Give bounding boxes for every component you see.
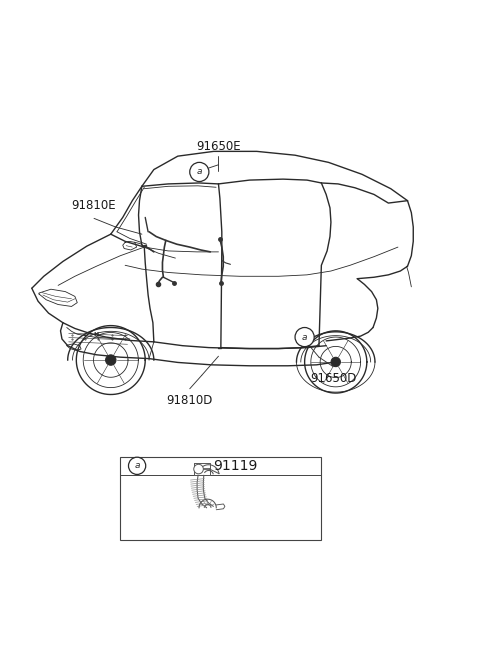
- Circle shape: [331, 357, 340, 367]
- Text: a: a: [302, 333, 307, 341]
- Bar: [120, 457, 322, 540]
- Text: 91650D: 91650D: [310, 371, 357, 384]
- Circle shape: [194, 464, 204, 474]
- Text: 91810E: 91810E: [72, 198, 116, 212]
- Text: a: a: [134, 461, 140, 470]
- Circle shape: [129, 457, 146, 474]
- Circle shape: [295, 328, 314, 346]
- Text: a: a: [197, 168, 202, 176]
- Circle shape: [190, 162, 209, 181]
- Text: H: H: [94, 332, 99, 337]
- Text: 91810D: 91810D: [167, 394, 213, 407]
- Text: 91650E: 91650E: [196, 140, 241, 153]
- Circle shape: [106, 355, 116, 365]
- Text: 91119: 91119: [213, 458, 257, 473]
